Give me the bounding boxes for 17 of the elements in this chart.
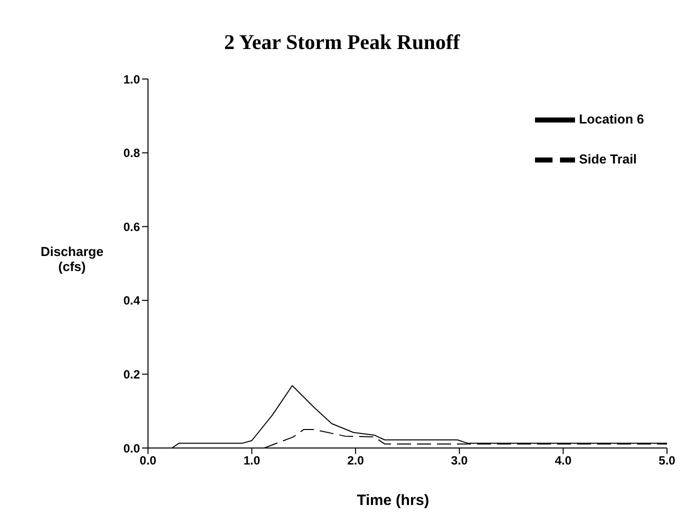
chart-title: 2 Year Storm Peak Runoff [223, 30, 461, 55]
y-tick-label: 0.8 [123, 146, 140, 160]
y-tick-label: 0.4 [123, 294, 140, 308]
legend-label: Side Trail [578, 151, 637, 166]
legend-label: Location 6 [578, 111, 644, 126]
x-axis-title: Time (hrs) [356, 492, 430, 509]
x-tick-label: 0.0 [140, 454, 157, 468]
x-tick-label: 3.0 [451, 454, 468, 468]
x-tick-label: 1.0 [243, 454, 260, 468]
y-tick-label: 1.0 [123, 72, 140, 86]
y-tick-label: 0.2 [123, 367, 140, 382]
x-tick-label: 5.0 [658, 454, 676, 468]
x-tick-label: 4.0 [554, 454, 572, 468]
y-tick-label: 0.6 [123, 220, 140, 234]
x-tick-label: 2.0 [347, 454, 364, 468]
y-tick-label: 0.0 [123, 441, 140, 456]
y-axis-title: Discharge (cfs) [40, 244, 104, 274]
